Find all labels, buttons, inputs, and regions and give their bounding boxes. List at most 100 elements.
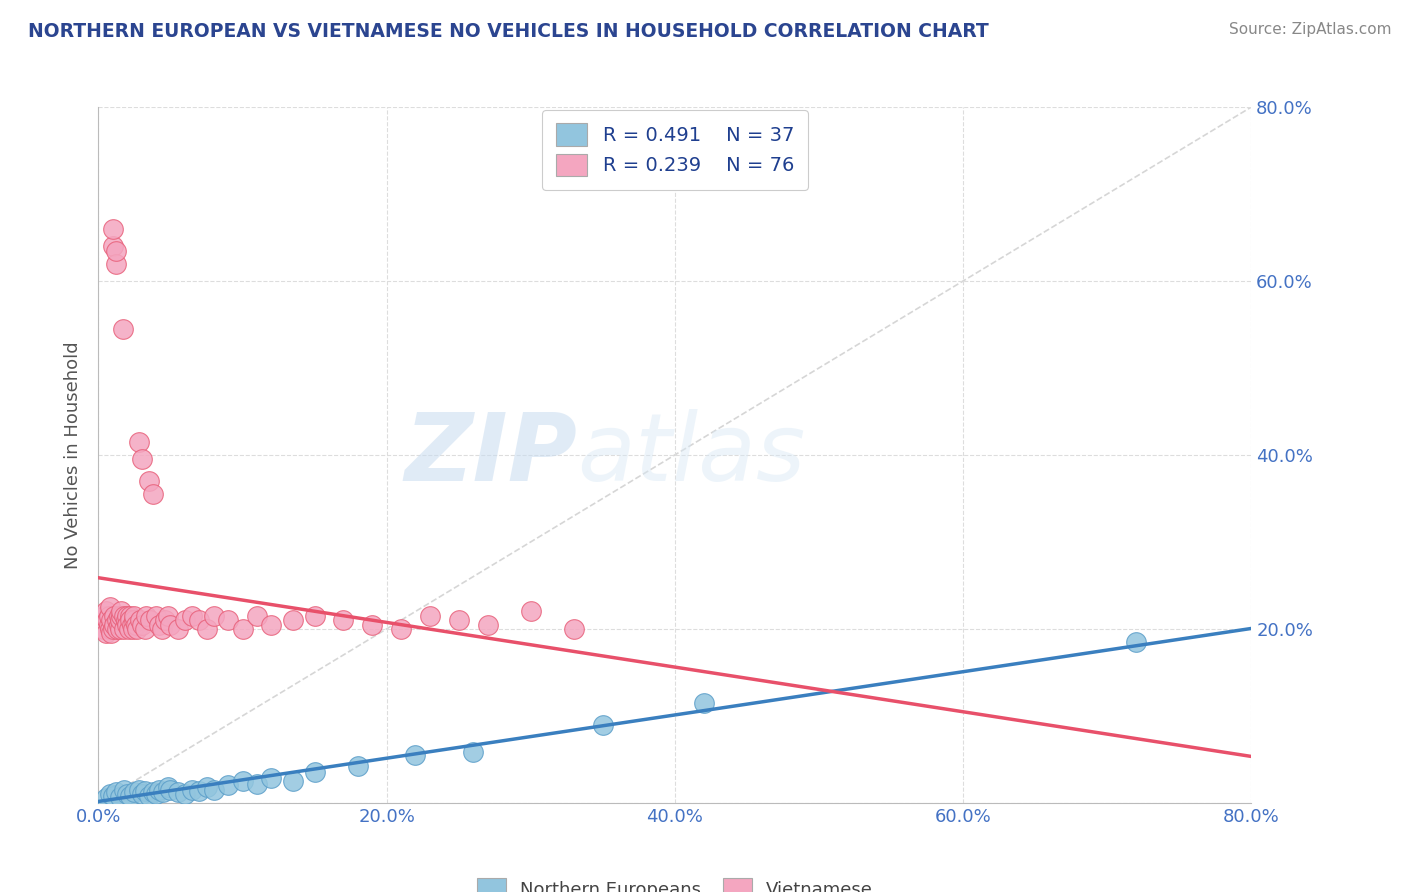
Point (131, 787, 153, 801)
Point (125, 617, 148, 632)
Point (447, 613, 470, 627)
Point (101, 221, 124, 235)
Point (139, 613, 162, 627)
Point (101, 622, 124, 636)
Point (188, 613, 211, 627)
Point (108, 789, 131, 804)
Point (100, 613, 122, 627)
Point (105, 622, 128, 636)
Point (520, 605, 543, 619)
Point (128, 782, 150, 797)
Text: atlas: atlas (576, 409, 806, 500)
Point (419, 608, 441, 623)
Point (181, 782, 204, 797)
Point (94, 605, 117, 619)
Point (148, 782, 170, 797)
Point (361, 617, 384, 632)
Point (150, 622, 173, 636)
Point (145, 787, 167, 801)
Point (105, 613, 128, 627)
Point (107, 608, 129, 623)
Point (217, 613, 239, 627)
Point (107, 617, 129, 632)
Point (97, 608, 120, 623)
Point (129, 613, 152, 627)
Point (202, 608, 225, 623)
Point (96, 613, 118, 627)
Point (195, 780, 218, 794)
Point (461, 745, 484, 759)
Point (142, 487, 165, 501)
Point (592, 717, 614, 731)
Point (231, 774, 254, 789)
Point (124, 613, 146, 627)
Point (231, 622, 254, 636)
Point (477, 617, 499, 632)
Point (117, 787, 139, 801)
Point (110, 608, 132, 623)
Point (93, 608, 115, 623)
Point (112, 608, 135, 623)
Point (97, 617, 120, 632)
Point (120, 608, 142, 623)
Point (188, 784, 211, 798)
Point (121, 617, 143, 632)
Point (117, 608, 139, 623)
Point (114, 613, 136, 627)
Point (94, 626, 117, 640)
Point (100, 626, 122, 640)
Point (152, 785, 174, 799)
Point (142, 785, 165, 799)
Point (562, 622, 585, 636)
Point (1125, 635, 1147, 649)
Point (346, 759, 368, 773)
Point (159, 782, 181, 797)
Point (134, 784, 156, 798)
Point (101, 789, 124, 803)
Point (135, 608, 157, 623)
Point (111, 322, 134, 336)
Point (91, 622, 114, 636)
Point (131, 452, 153, 467)
Point (281, 774, 304, 789)
Point (98, 787, 121, 801)
Text: NORTHERN EUROPEAN VS VIETNAMESE NO VEHICLES IN HOUSEHOLD CORRELATION CHART: NORTHERN EUROPEAN VS VIETNAMESE NO VEHIC… (28, 22, 988, 41)
Point (202, 782, 225, 797)
Point (156, 608, 179, 623)
Point (128, 434, 150, 449)
Point (281, 613, 304, 627)
Point (112, 782, 135, 797)
Point (103, 608, 125, 623)
Point (260, 772, 283, 786)
Point (181, 608, 204, 623)
Point (304, 608, 326, 623)
Point (104, 244, 127, 258)
Point (246, 608, 269, 623)
Point (118, 622, 141, 636)
Point (110, 605, 132, 619)
Point (117, 617, 139, 632)
Point (159, 617, 181, 632)
Point (166, 785, 188, 799)
Point (166, 622, 188, 636)
Point (195, 622, 218, 636)
Point (217, 778, 239, 792)
Point (112, 622, 135, 636)
Point (98, 622, 121, 636)
Point (148, 617, 170, 632)
Point (103, 617, 125, 632)
Point (332, 613, 354, 627)
Point (389, 622, 412, 636)
Point (156, 780, 179, 794)
Legend: Northern Europeans, Vietnamese: Northern Europeans, Vietnamese (470, 871, 880, 892)
Point (304, 765, 326, 780)
Point (138, 474, 160, 488)
Point (134, 622, 156, 636)
Point (405, 747, 427, 762)
Point (104, 256, 127, 270)
Point (98, 600, 121, 615)
Point (131, 617, 153, 632)
Point (127, 622, 149, 636)
Point (693, 696, 716, 710)
Point (108, 622, 131, 636)
